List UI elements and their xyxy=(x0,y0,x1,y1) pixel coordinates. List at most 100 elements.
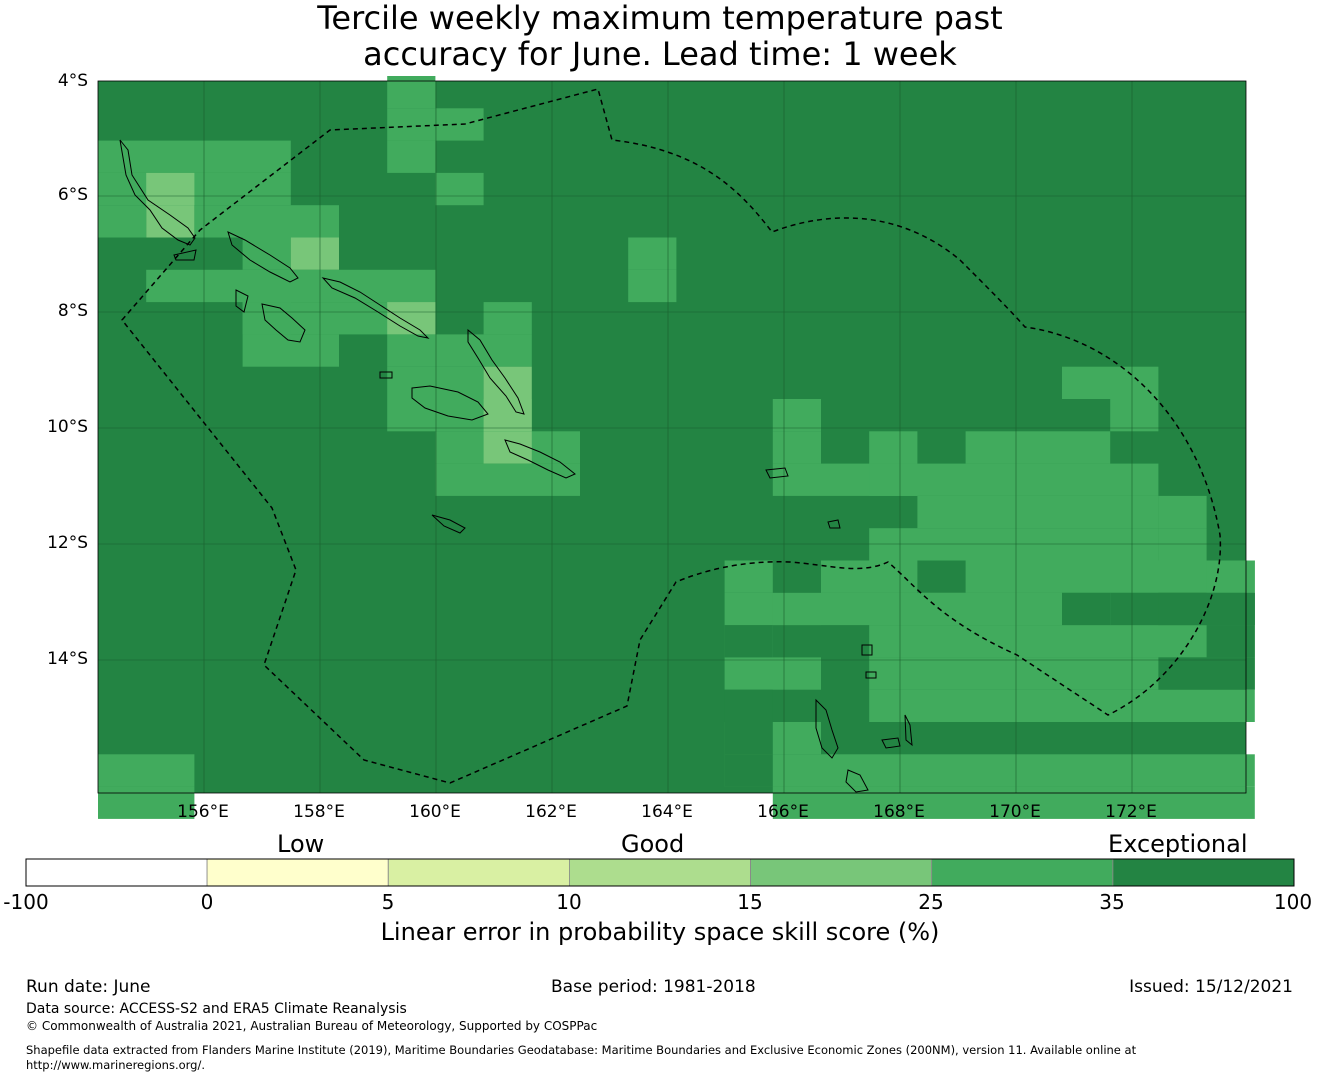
colorbar-segment xyxy=(750,858,933,887)
skill-cell xyxy=(724,689,773,722)
data-source: Data source: ACCESS-S2 and ERA5 Climate … xyxy=(26,1001,407,1017)
skill-cell xyxy=(917,495,1159,529)
skill-cell xyxy=(772,463,821,496)
island-coastline xyxy=(904,714,913,747)
skill-cell xyxy=(1206,625,1255,658)
copyright: © Commonwealth of Australia 2021, Austra… xyxy=(26,1019,598,1033)
colorbar-segment xyxy=(206,858,389,887)
cb-tick: 15 xyxy=(737,890,763,914)
colorbar-segment xyxy=(387,858,570,887)
island-coastline xyxy=(861,644,873,656)
skill-cell xyxy=(146,205,195,238)
skill-cell xyxy=(146,269,436,303)
skill-cell xyxy=(869,625,1255,658)
skill-cell xyxy=(628,237,677,270)
skill-cell xyxy=(724,754,773,787)
skill-cell xyxy=(724,657,821,690)
skill-cell xyxy=(435,108,484,141)
island-coastline xyxy=(321,277,430,339)
skill-cell xyxy=(724,722,773,755)
skill-cell xyxy=(772,560,821,593)
lon-label-160e: 160°E xyxy=(409,802,461,822)
map-frame xyxy=(97,80,1247,794)
skill-cell xyxy=(387,302,436,335)
skill-cell xyxy=(242,334,339,367)
island-coastline xyxy=(261,303,306,343)
lon-label-168e: 168°E xyxy=(873,802,925,822)
lon-label-158e: 158°E xyxy=(293,802,345,822)
island-coastline xyxy=(765,467,789,479)
cb-tick: 10 xyxy=(556,890,582,914)
skill-cell xyxy=(387,334,532,367)
skill-cell xyxy=(869,528,1159,561)
skill-cell xyxy=(724,625,773,658)
colorbar-outline xyxy=(25,858,1295,887)
lon-label-162e: 162°E xyxy=(525,802,577,822)
colorbar xyxy=(25,858,1295,887)
category-exceptional: Exceptional xyxy=(1108,830,1248,858)
graticule-lines xyxy=(98,81,1246,793)
cb-tick: 0 xyxy=(200,890,214,914)
island-coastline xyxy=(827,519,841,529)
colorbar-segment xyxy=(1112,858,1295,887)
lon-label-166e: 166°E xyxy=(757,802,809,822)
island-coastline xyxy=(431,514,466,534)
shapefile-credit: Shapefile data extracted from Flanders M… xyxy=(26,1043,1137,1057)
island-coastline xyxy=(119,139,196,246)
skill-cell xyxy=(387,108,436,141)
lon-label-172e: 172°E xyxy=(1105,802,1157,822)
skill-cell xyxy=(387,140,436,173)
skill-cell xyxy=(98,140,291,173)
skill-cell xyxy=(98,754,195,787)
colorbar-segment xyxy=(931,858,1114,887)
cb-tick: 5 xyxy=(381,890,395,914)
shapefile-url: http://www.marineregions.org/. xyxy=(26,1058,205,1072)
category-low: Low xyxy=(277,830,325,858)
island-coastline xyxy=(845,769,869,793)
skill-cell xyxy=(387,366,484,399)
island-coastline xyxy=(815,698,839,759)
island-coastline xyxy=(411,385,489,421)
skill-cell xyxy=(724,754,1255,787)
island-coastline xyxy=(504,439,576,479)
cb-tick: 25 xyxy=(918,890,944,914)
skill-cell xyxy=(1062,592,1111,626)
skill-cell xyxy=(1110,399,1159,432)
colorbar-segment xyxy=(569,858,751,887)
lat-label-8s: 8°S xyxy=(57,301,88,321)
skill-cell xyxy=(869,463,1159,496)
lon-label-156e: 156°E xyxy=(177,802,229,822)
skill-cell xyxy=(1158,495,1207,529)
skill-cell xyxy=(869,689,1255,722)
skill-cell xyxy=(435,172,484,206)
skill-cell xyxy=(772,431,821,464)
lat-label-12s: 12°S xyxy=(47,533,88,553)
title-line-1: Tercile weekly maximum temperature past xyxy=(317,0,1003,37)
skill-cell xyxy=(917,560,966,593)
title-line-2: accuracy for June. Lead time: 1 week xyxy=(363,35,957,73)
skill-cell xyxy=(1158,528,1207,561)
base-period: Base period: 1981-2018 xyxy=(551,977,756,997)
cb-tick: 35 xyxy=(1099,890,1125,914)
skill-cell xyxy=(146,172,195,206)
skill-cell xyxy=(1158,657,1255,690)
island-coastline xyxy=(227,231,299,283)
skill-cell xyxy=(194,205,339,238)
island-coastline xyxy=(865,671,877,679)
map-title: Tercile weekly maximum temperature past … xyxy=(0,0,1320,72)
colorbar-segment xyxy=(25,858,208,887)
skill-cell xyxy=(290,237,339,270)
lon-label-164e: 164°E xyxy=(641,802,693,822)
island-coastline xyxy=(235,289,249,313)
skill-cell xyxy=(965,431,1111,464)
skill-cell xyxy=(772,592,821,626)
skill-grid-cells xyxy=(98,76,1255,819)
lat-label-14s: 14°S xyxy=(47,649,88,669)
cb-tick: 100 xyxy=(1273,890,1313,914)
skill-cell xyxy=(1062,366,1159,399)
skill-cell xyxy=(772,399,821,432)
lat-label-4s: 4°S xyxy=(57,71,88,91)
skill-cell xyxy=(98,786,195,819)
skill-cell xyxy=(483,399,532,432)
